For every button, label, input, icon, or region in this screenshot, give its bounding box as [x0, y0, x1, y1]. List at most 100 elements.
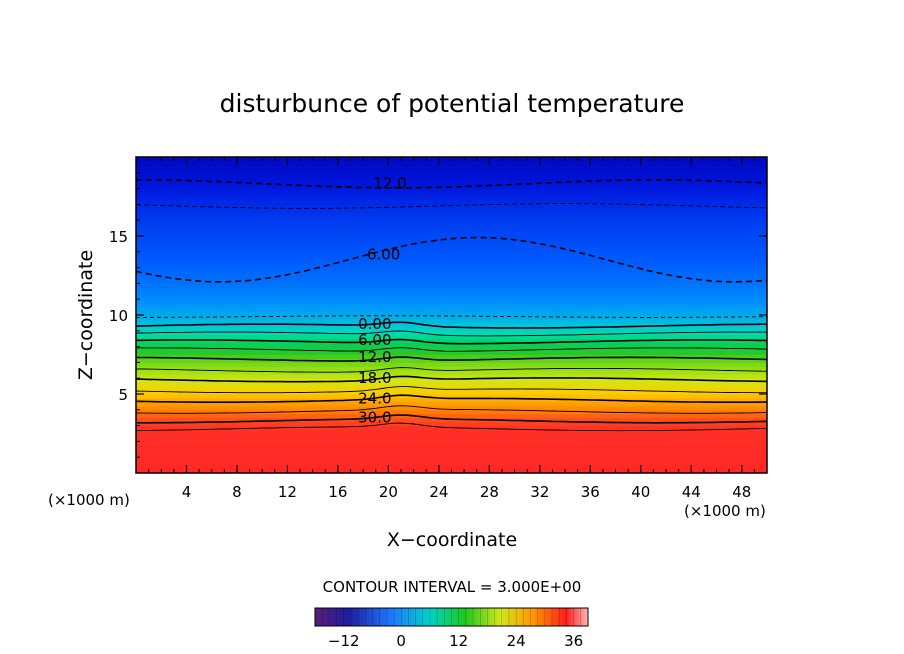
color-band: [136, 460, 767, 466]
colorbar-tick-label: 36: [564, 632, 583, 650]
contour-lines: [136, 179, 767, 432]
chart-title: disturbunce of potential temperature: [220, 89, 685, 118]
color-band: [136, 298, 767, 304]
color-band: [136, 397, 767, 403]
x-tick-label: 20: [379, 483, 398, 501]
contour-label: 24.0: [358, 389, 391, 407]
color-bands: [136, 157, 767, 473]
contour-line-solid: [136, 367, 767, 373]
x-axis-label: X−coordinate: [387, 529, 517, 551]
x-axis-ticks: 4 8 12 16 20 24 28 32 36 40 44 48: [148, 157, 755, 501]
contour-line-solid: [136, 321, 767, 329]
color-band: [136, 247, 767, 253]
color-band: [136, 377, 767, 383]
y-tick-label: 5: [118, 386, 128, 404]
color-band: [136, 207, 767, 213]
color-band: [136, 342, 767, 348]
color-band: [136, 361, 767, 367]
contour-line-solid: [136, 356, 767, 362]
x-tick-label: 16: [328, 483, 347, 501]
color-band: [136, 286, 767, 292]
contour-line-solid: [136, 330, 767, 337]
x-tick-label: 4: [182, 483, 192, 501]
colorbar-tick-label: 12: [449, 632, 468, 650]
color-band: [136, 215, 767, 221]
contour-line-solid: [136, 386, 767, 394]
contour-line-solid: [136, 347, 767, 352]
contour-label: 0.00: [358, 315, 391, 333]
color-band: [136, 302, 767, 308]
color-band: [136, 211, 767, 217]
colorbar-tick-label: 24: [507, 632, 526, 650]
color-band: [136, 164, 767, 170]
color-band: [136, 188, 767, 194]
colorbar-tick-label: −12: [328, 632, 360, 650]
x-tick-label: 40: [631, 483, 650, 501]
color-band: [136, 338, 767, 344]
color-band: [136, 282, 767, 288]
color-band: [136, 199, 767, 205]
color-band: [136, 255, 767, 261]
color-band: [136, 452, 767, 458]
contour-line-solid: [136, 405, 767, 414]
color-band: [136, 318, 767, 324]
colorbar: −12 0 12 24 36: [314, 607, 589, 650]
color-band: [136, 275, 767, 280]
x-tick-label: 24: [429, 483, 448, 501]
x-tick-label: 32: [530, 483, 549, 501]
color-band: [136, 294, 767, 300]
color-band: [136, 373, 767, 379]
color-band: [136, 464, 767, 470]
contour-label: 6.00: [367, 246, 400, 264]
color-band: [136, 239, 767, 245]
contour-label: 30.0: [358, 408, 391, 426]
color-band: [136, 322, 767, 328]
x-tick-label: 12: [278, 483, 297, 501]
y-tick-label: 15: [109, 228, 128, 246]
color-band: [136, 401, 767, 407]
colorbar-dividers: [314, 608, 589, 626]
color-band: [136, 365, 767, 371]
x-tick-label: 36: [581, 483, 600, 501]
color-band: [136, 330, 767, 336]
color-band: [136, 176, 767, 182]
color-band: [136, 436, 767, 442]
contour-line-dashed: [136, 179, 767, 189]
colorbar-tick-label: 0: [396, 632, 406, 650]
color-band: [136, 203, 767, 209]
color-band: [136, 334, 767, 340]
contour-line-solid: [136, 414, 767, 424]
x-tick-label: 44: [682, 483, 701, 501]
contour-label: 6.00: [358, 331, 391, 349]
color-band: [136, 440, 767, 446]
contour-line-solid: [136, 394, 767, 403]
contour-line-solid: [136, 338, 767, 345]
color-band: [136, 278, 767, 284]
colorbar-bar: [314, 607, 589, 627]
color-band: [136, 444, 767, 450]
color-band: [136, 369, 767, 375]
color-band: [136, 267, 767, 273]
color-band: [136, 180, 767, 186]
color-band: [136, 381, 767, 387]
plot-area: [136, 157, 767, 473]
color-band: [136, 290, 767, 296]
color-band: [136, 243, 767, 249]
color-band: [136, 227, 767, 233]
x-unit-left: (×1000 m): [48, 491, 130, 509]
color-band: [136, 409, 767, 415]
color-band: [136, 259, 767, 265]
contour-label: 18.0: [358, 369, 391, 387]
x-tick-label: 8: [232, 483, 242, 501]
color-band: [136, 448, 767, 454]
contour-line-solid: [136, 422, 767, 432]
contour-line-dashed: [136, 236, 767, 283]
color-band: [136, 196, 767, 201]
color-band: [136, 429, 767, 434]
color-band: [136, 354, 767, 359]
color-band: [136, 263, 767, 269]
color-band: [136, 405, 767, 411]
y-tick-label: 10: [109, 307, 128, 325]
color-band: [136, 413, 767, 419]
